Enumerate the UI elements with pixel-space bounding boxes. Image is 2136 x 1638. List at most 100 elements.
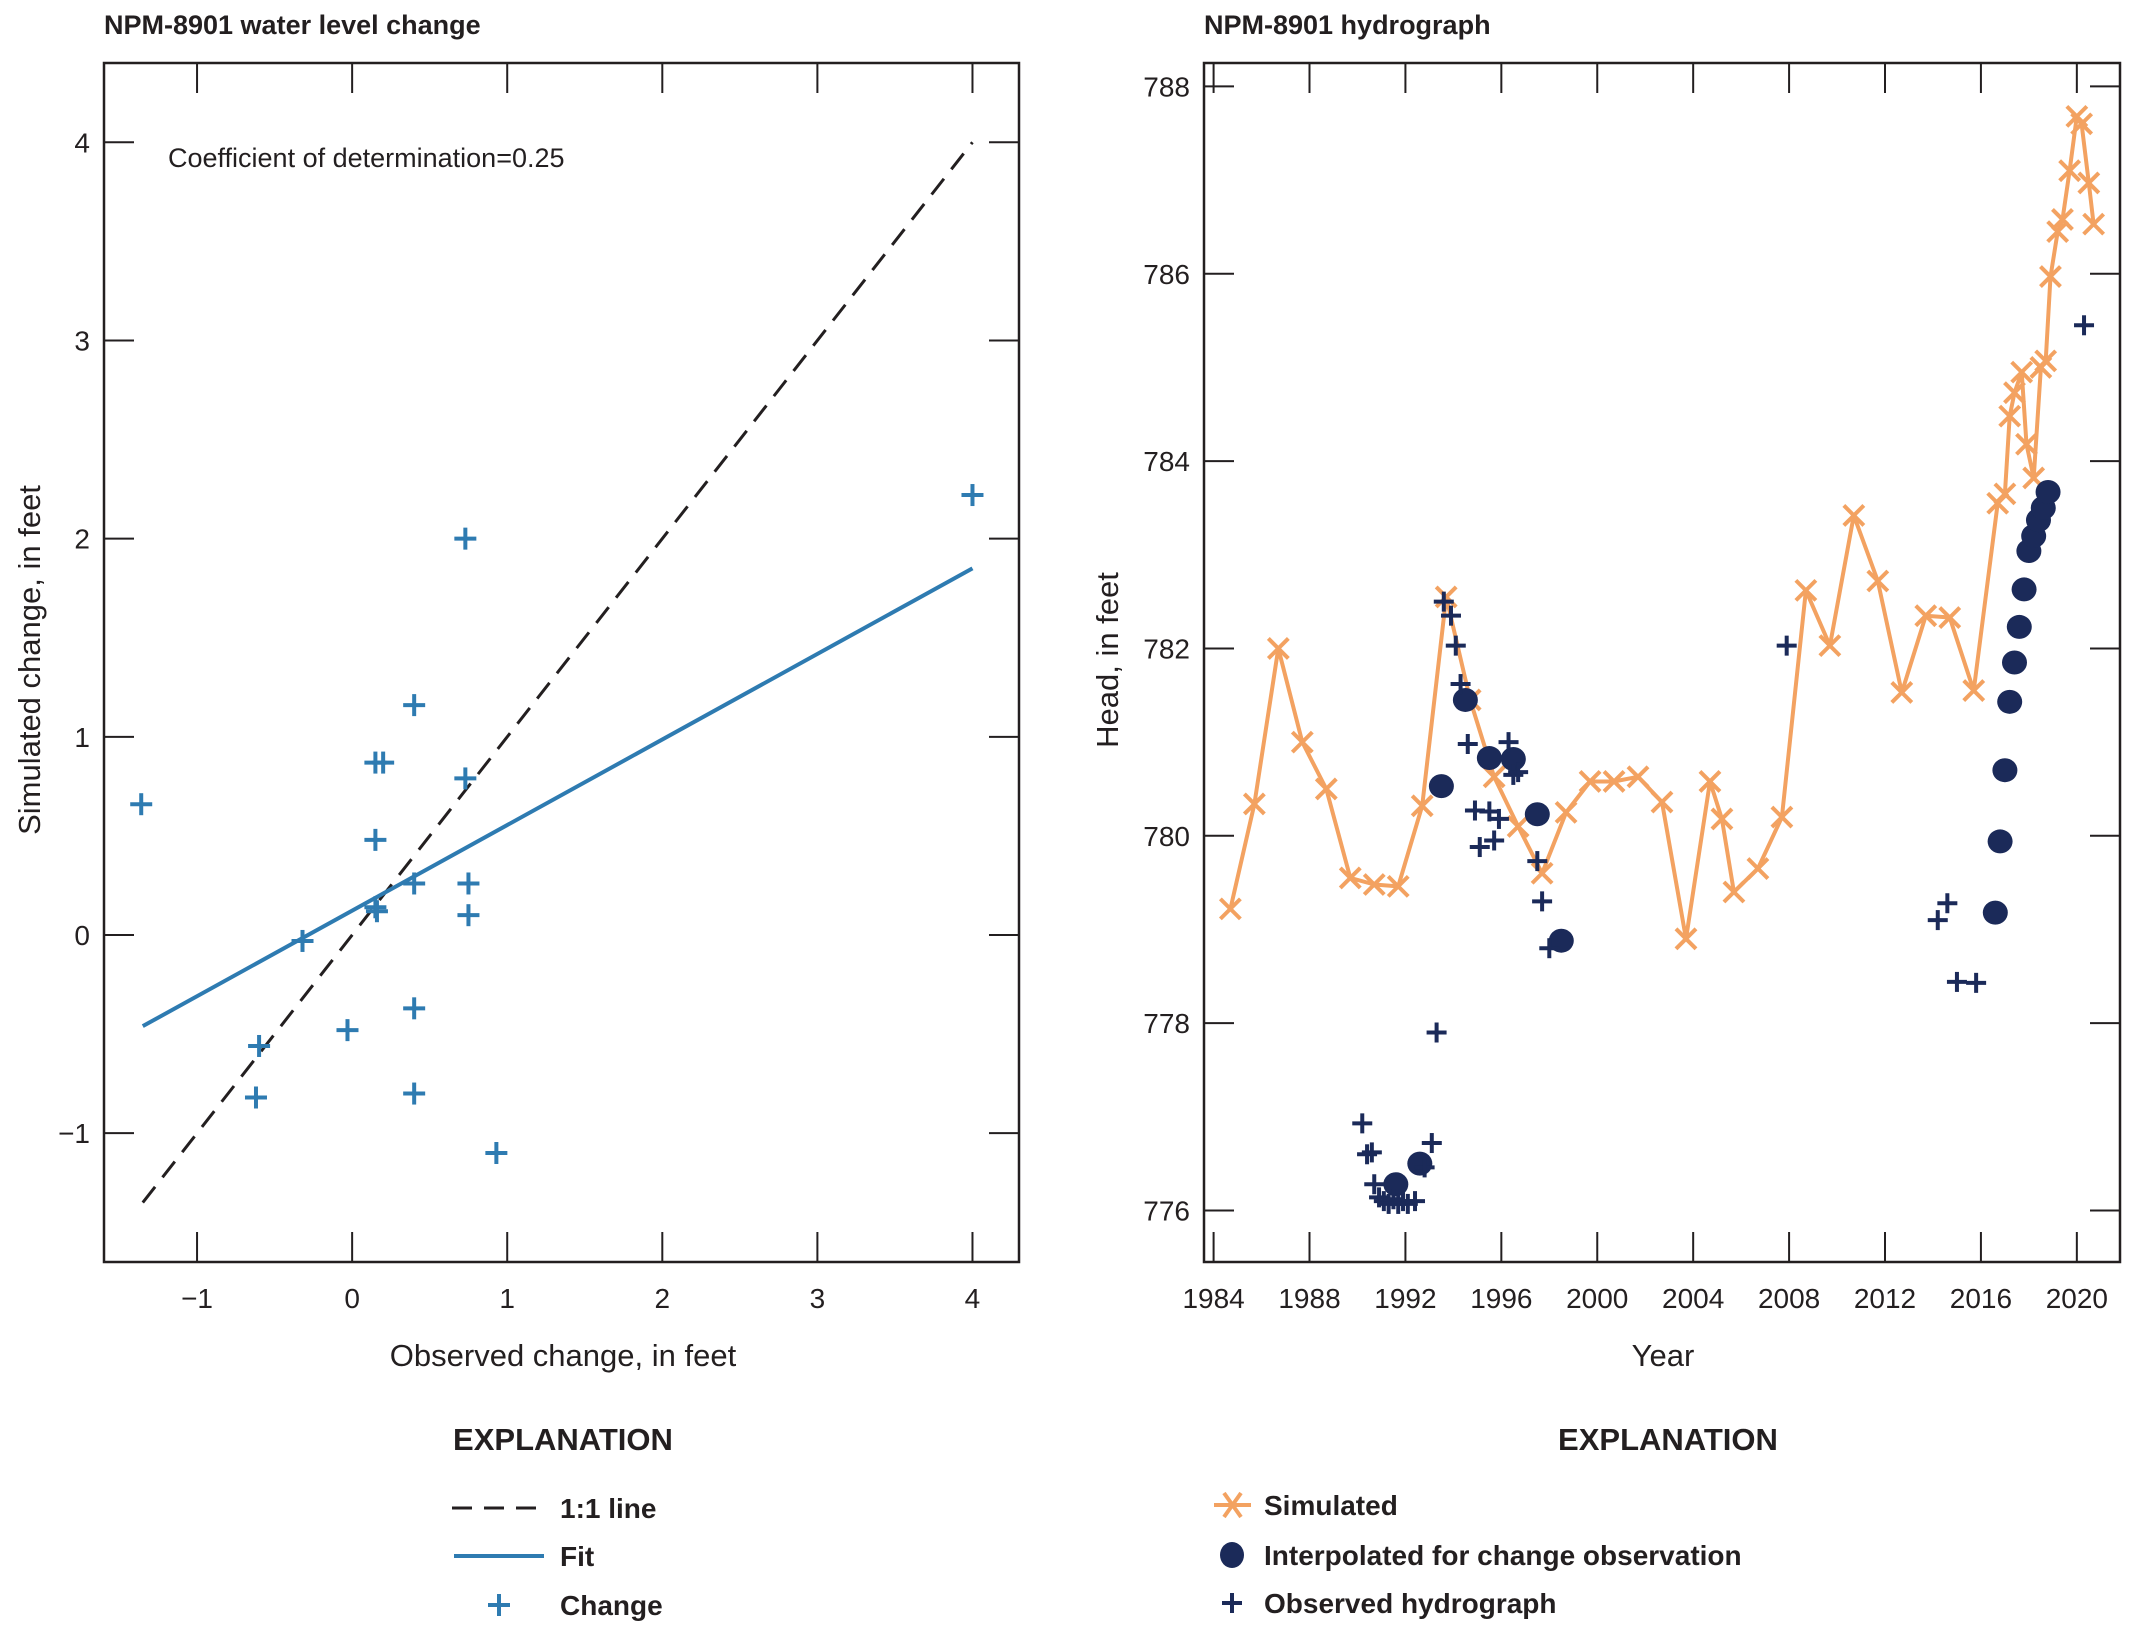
x-tick-labels: −1 0 1 2 3 4: [181, 1283, 980, 1314]
simulated-point: [2039, 265, 2062, 288]
simulated-point: [1266, 637, 1290, 660]
x-stroke: [2022, 466, 2046, 490]
x-stroke: [1938, 606, 1962, 629]
x-stroke: [2034, 349, 2058, 373]
interpolated-point: [1524, 802, 1550, 827]
x-tick-label: 2016: [1950, 1283, 2012, 1314]
legend-label: 1:1 line: [560, 1493, 656, 1524]
simulated-point: [1218, 897, 1242, 921]
simulated-point: [1338, 866, 1362, 890]
observed-point: [1364, 1174, 1385, 1195]
observed-point: [1457, 733, 1478, 754]
interpolated-point: [2006, 614, 2032, 639]
legend-label: Interpolated for change observation: [1264, 1540, 1742, 1571]
simulated-point: [1674, 927, 1698, 951]
observed-point: [1508, 762, 1529, 783]
y-tick-label: 4: [74, 127, 90, 158]
observed-point: [1421, 1133, 1442, 1154]
x-tick-label: 0: [344, 1283, 360, 1314]
simulated-point: [1998, 404, 2022, 428]
x-stroke: [2003, 381, 2026, 405]
x-stroke: [2010, 360, 2034, 384]
x-stroke: [2015, 432, 2038, 456]
one-to-one-line: [141, 141, 974, 1204]
x-stroke: [1314, 777, 1338, 801]
observed-point: [2074, 315, 2095, 336]
x-stroke: [1746, 857, 1770, 880]
observed-point: [1937, 893, 1958, 914]
x-stroke: [1993, 482, 2017, 506]
plot-marks: [130, 141, 984, 1204]
observed-point: [1440, 605, 1461, 626]
observed-point: [1488, 808, 1509, 829]
x-stroke: [1842, 504, 1866, 527]
coefficient-annotation: Coefficient of determination=0.25: [168, 143, 565, 173]
legend-label: Fit: [560, 1541, 594, 1572]
simulated-point: [1770, 805, 1794, 829]
x-stroke: [1914, 604, 1938, 628]
plot-frame: [102, 61, 1021, 1264]
x-tick-label: 1992: [1374, 1283, 1436, 1314]
observed-point: [1352, 1113, 1373, 1134]
change-point: [244, 1086, 267, 1109]
y-tick-label: 784: [1143, 446, 1190, 477]
legend: EXPLANATION Simulated Interpolated for c…: [1214, 1422, 1778, 1619]
y-tick-label: 778: [1143, 1008, 1190, 1039]
change-point: [248, 1034, 271, 1057]
x-stroke: [1410, 794, 1434, 818]
simulated-point: [1890, 681, 1914, 704]
observed-point: [1484, 830, 1505, 851]
x-stroke: [1962, 679, 1986, 703]
water-level-change-chart: NPM-8901 water level change −1 0 1 2 3 4…: [12, 10, 1021, 1621]
change-point: [457, 872, 480, 895]
x-tick-label: 1988: [1278, 1283, 1340, 1314]
simulated-point: [1578, 770, 1602, 793]
observed-point: [1539, 938, 1560, 959]
x-tick-label: 2020: [2046, 1283, 2108, 1314]
observed-point: [1776, 635, 1797, 656]
y-tick-label: 786: [1143, 259, 1190, 290]
change-point: [403, 1082, 426, 1105]
hydrograph-chart: NPM-8901 hydrograph 1984 1988 1992 1996 …: [1090, 10, 2122, 1619]
chart-title: NPM-8901 water level change: [104, 10, 481, 40]
simulated-point: [1290, 730, 1314, 754]
simulated-point: [2010, 360, 2034, 384]
interpolated-point: [1407, 1151, 1433, 1176]
change-point: [403, 997, 426, 1020]
simulated-point: [2058, 159, 2082, 183]
simulated-point: [1794, 578, 1818, 602]
x-tick-label: 1984: [1182, 1283, 1244, 1314]
y-tick-label: −1: [58, 1118, 90, 1149]
x-stroke: [1890, 681, 1914, 704]
y-axis-label: Simulated change, in feet: [12, 485, 47, 835]
legend-circle-marker: [1220, 1542, 1244, 1568]
interpolated-point: [2011, 577, 2037, 602]
x-tick-label: 2000: [1566, 1283, 1628, 1314]
legend-title: EXPLANATION: [453, 1422, 673, 1457]
change-point: [403, 872, 426, 895]
change-point: [365, 900, 388, 923]
fit-line: [141, 566, 974, 1028]
x-tick-label: −1: [181, 1283, 213, 1314]
interpolated-point: [2035, 480, 2061, 505]
x-stroke: [1602, 770, 1626, 793]
x-stroke: [1242, 792, 1266, 816]
interpolated-point: [1982, 900, 2008, 925]
x-tick-label: 2004: [1662, 1283, 1724, 1314]
x-stroke: [2082, 212, 2106, 236]
interpolated-point: [1383, 1172, 1409, 1197]
simulated-point: [1410, 794, 1434, 818]
interpolated-point: [1997, 689, 2023, 714]
y-tick-label: 2: [74, 524, 90, 555]
observed-point: [1527, 851, 1548, 872]
simulated-point: [2034, 349, 2058, 373]
simulated-point: [1938, 606, 1962, 629]
interpolated-point: [2001, 650, 2027, 675]
x-stroke: [1998, 404, 2022, 428]
x-stroke: [1218, 897, 1242, 921]
simulated-point: [1818, 634, 1842, 658]
x-stroke: [1266, 637, 1290, 660]
observed-point: [1414, 1157, 1435, 1178]
y-tick-label: 776: [1143, 1195, 1190, 1226]
x-stroke: [2077, 171, 2101, 195]
